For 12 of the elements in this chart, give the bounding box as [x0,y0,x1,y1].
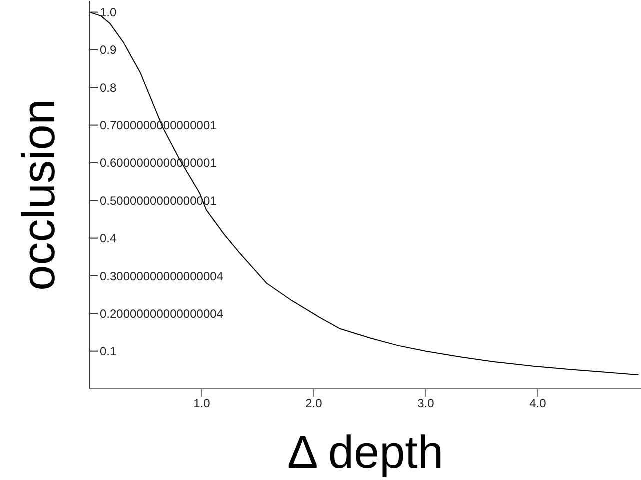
x-axis-title: Δ depth [287,426,444,478]
x-tick-label: 2.0 [306,396,323,411]
y-tick-label: 0.1 [100,344,118,359]
y-tick-label: 0.4 [100,232,118,246]
y-tick-label: 0.8 [100,80,118,95]
y-tick-label: 0.9 [100,43,118,58]
y-tick-label: 0.20000000000000004 [100,306,224,321]
y-tick-label: 0.30000000000000004 [100,269,224,284]
x-tick-label: 4.0 [530,396,547,411]
y-tick-label: 1.0 [100,6,118,20]
x-tick-label: 3.0 [418,396,435,411]
y-axis-title: occlusion [12,99,64,291]
